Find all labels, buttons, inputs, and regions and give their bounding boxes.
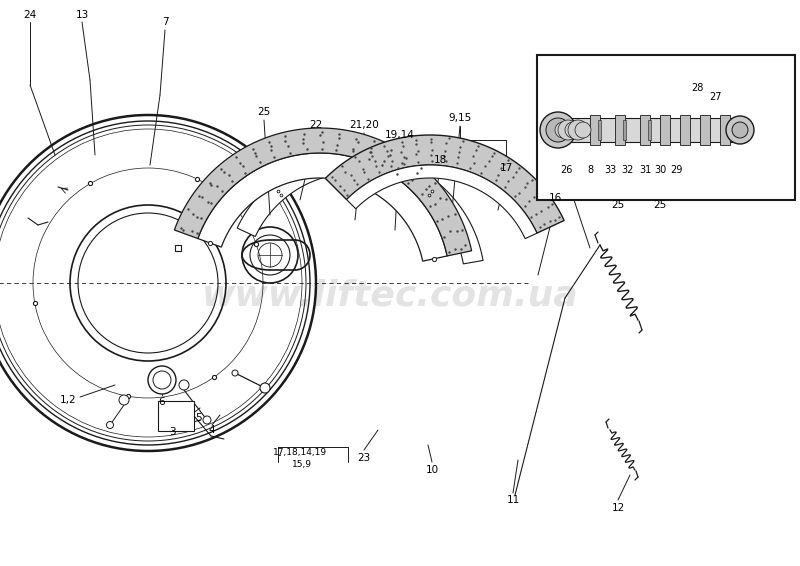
- Circle shape: [565, 122, 581, 138]
- Text: 16: 16: [548, 193, 562, 203]
- Circle shape: [106, 422, 114, 428]
- Bar: [720, 115, 730, 145]
- Text: 24: 24: [23, 10, 37, 20]
- Polygon shape: [346, 165, 537, 239]
- Circle shape: [232, 370, 238, 376]
- Text: 8: 8: [587, 165, 593, 175]
- Circle shape: [726, 116, 754, 144]
- Circle shape: [119, 395, 129, 405]
- Circle shape: [732, 122, 748, 138]
- Text: 1,2: 1,2: [60, 395, 76, 405]
- Text: 25: 25: [611, 200, 625, 210]
- Text: 31: 31: [639, 165, 651, 175]
- Circle shape: [558, 120, 578, 140]
- Circle shape: [568, 120, 588, 140]
- Text: 27: 27: [710, 92, 722, 102]
- Circle shape: [153, 371, 171, 389]
- Text: 28: 28: [691, 83, 703, 93]
- Bar: [537, 55, 795, 200]
- Polygon shape: [237, 153, 483, 264]
- Text: 17,18,14,19: 17,18,14,19: [273, 448, 327, 457]
- Circle shape: [546, 118, 570, 142]
- Bar: [555, 118, 740, 142]
- Text: 11: 11: [506, 495, 520, 505]
- Text: 23: 23: [358, 453, 370, 463]
- Polygon shape: [158, 401, 194, 431]
- Text: 25: 25: [654, 200, 666, 210]
- Text: 19,14: 19,14: [385, 130, 415, 140]
- Text: 4: 4: [209, 425, 215, 435]
- Polygon shape: [326, 135, 564, 233]
- Bar: [648, 120, 651, 140]
- Text: 17: 17: [499, 163, 513, 173]
- Text: 21,20: 21,20: [349, 120, 379, 130]
- Text: 12: 12: [611, 503, 625, 513]
- Bar: [660, 115, 670, 145]
- Circle shape: [575, 122, 591, 138]
- Text: 7: 7: [162, 17, 168, 27]
- Bar: [700, 115, 710, 145]
- Text: 6: 6: [158, 397, 166, 407]
- Text: 22: 22: [310, 120, 322, 130]
- Circle shape: [260, 383, 270, 393]
- Text: 18: 18: [434, 155, 446, 165]
- Polygon shape: [174, 128, 472, 256]
- Text: 26: 26: [560, 165, 572, 175]
- Circle shape: [540, 112, 576, 148]
- Bar: [640, 115, 650, 145]
- Text: 13: 13: [75, 10, 89, 20]
- Bar: [590, 115, 600, 145]
- Bar: [623, 120, 626, 140]
- Circle shape: [179, 380, 189, 390]
- Text: 25: 25: [258, 107, 270, 117]
- Circle shape: [148, 366, 176, 394]
- Text: 29: 29: [670, 165, 682, 175]
- Text: 9,15: 9,15: [448, 113, 472, 123]
- Text: www.liftec.com.ua: www.liftec.com.ua: [202, 278, 578, 312]
- Polygon shape: [198, 153, 447, 261]
- Circle shape: [203, 416, 211, 424]
- Text: 15,9: 15,9: [292, 460, 312, 469]
- Bar: [615, 115, 625, 145]
- Text: 32: 32: [622, 165, 634, 175]
- Text: 3: 3: [169, 427, 175, 437]
- Bar: [680, 115, 690, 145]
- Text: 5: 5: [194, 413, 202, 423]
- Bar: [598, 120, 601, 140]
- Text: 10: 10: [426, 465, 438, 475]
- Text: 30: 30: [654, 165, 666, 175]
- Circle shape: [555, 122, 571, 138]
- Text: 33: 33: [604, 165, 616, 175]
